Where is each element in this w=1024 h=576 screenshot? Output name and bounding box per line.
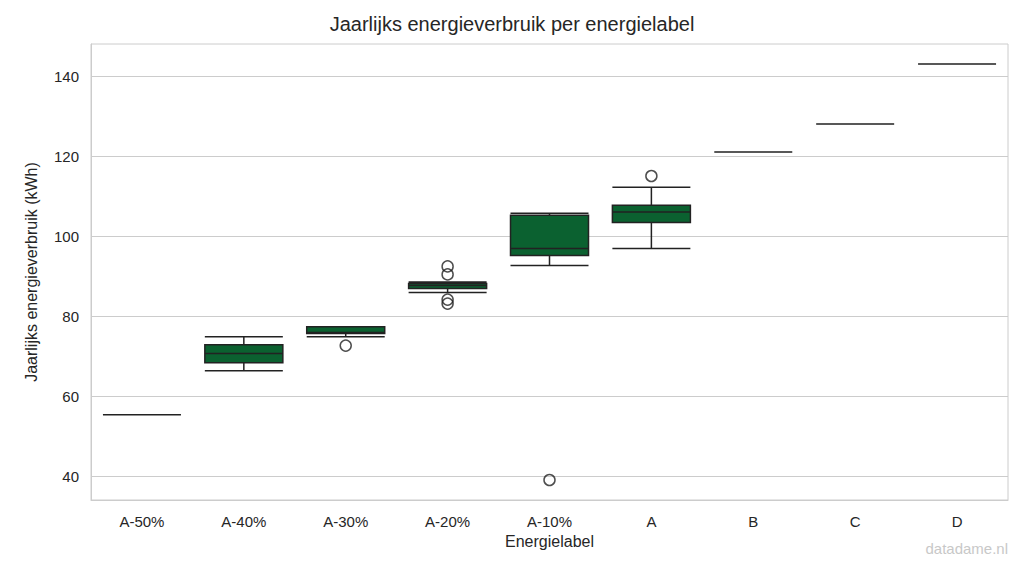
svg-text:A: A [646, 513, 656, 530]
svg-text:40: 40 [62, 468, 79, 485]
svg-text:A-20%: A-20% [425, 513, 470, 530]
svg-text:140: 140 [54, 68, 79, 85]
svg-text:Energielabel: Energielabel [505, 533, 594, 550]
svg-text:datadame.nl: datadame.nl [925, 540, 1008, 557]
svg-text:A-50%: A-50% [119, 513, 164, 530]
svg-text:C: C [850, 513, 861, 530]
svg-text:D: D [952, 513, 963, 530]
svg-text:80: 80 [62, 308, 79, 325]
svg-text:Jaarlijks energieverbruik per: Jaarlijks energieverbruik per energielab… [330, 13, 695, 35]
svg-text:60: 60 [62, 388, 79, 405]
svg-text:A-40%: A-40% [221, 513, 266, 530]
svg-text:100: 100 [54, 228, 79, 245]
svg-text:B: B [748, 513, 758, 530]
svg-text:Jaarlijks energieverbruik (kWh: Jaarlijks energieverbruik (kWh) [23, 162, 40, 382]
svg-text:120: 120 [54, 148, 79, 165]
svg-text:A-10%: A-10% [527, 513, 572, 530]
svg-text:A-30%: A-30% [323, 513, 368, 530]
